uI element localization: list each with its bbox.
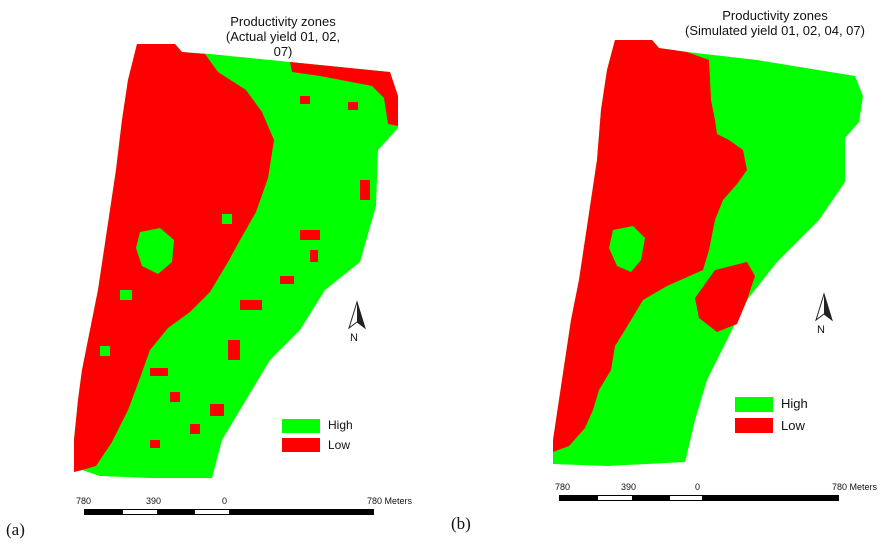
low-patch: [280, 276, 294, 284]
scale-bar: 780 390 0 780 Meters: [76, 496, 436, 520]
low-patch: [300, 96, 310, 104]
panel-label: (a): [6, 520, 25, 539]
scale-segment: [122, 509, 158, 515]
high-patch: [609, 226, 645, 272]
scale-segment: [194, 509, 230, 515]
productivity-zone-map: [553, 40, 863, 466]
scale-segment: [633, 495, 669, 501]
scale-segment: [230, 509, 374, 515]
title-line-2: (Actual yield 01, 02, 07): [225, 29, 341, 59]
scale-tick: 390: [146, 496, 162, 506]
low-patch: [348, 102, 358, 110]
field-low-zone: [553, 40, 747, 452]
north-label: N: [817, 324, 825, 336]
panel-label: (b): [451, 514, 471, 533]
scale-tick: 780 Meters: [367, 496, 413, 506]
north-arrow-icon: [348, 300, 366, 330]
map-panel-b: Productivity zones (Simulated yield 01, …: [447, 0, 887, 552]
scale-segment: [597, 495, 633, 501]
title-line-1: Productivity zones: [230, 14, 336, 29]
low-patch: [683, 64, 693, 74]
map-title: Productivity zones (Simulated yield 01, …: [665, 8, 885, 38]
title-line-2: (Simulated yield 01, 02, 04, 07): [685, 23, 865, 38]
legend-label: Low: [328, 438, 351, 452]
productivity-zone-map: [74, 44, 398, 478]
scale-segment: [84, 509, 122, 515]
low-patch: [360, 180, 370, 200]
low-patch-northeast: [290, 62, 398, 126]
north-arrow: N: [813, 292, 835, 336]
legend-swatch-low: [735, 418, 773, 433]
legend-label: High: [328, 418, 353, 432]
map-panel-a: Productivity zones (Actual yield 01, 02,…: [0, 0, 440, 552]
north-arrow: N: [346, 300, 368, 344]
scale-tick: 780: [555, 482, 571, 492]
scale-segment: [158, 509, 194, 515]
scale-tick: 780 Meters: [832, 482, 878, 492]
field-low-zone: [74, 44, 274, 472]
low-patch: [310, 250, 318, 262]
legend-swatch-high: [735, 397, 773, 412]
low-patch-east: [695, 262, 755, 332]
legend-swatch-high: [282, 419, 320, 433]
high-patch: [222, 214, 232, 224]
low-patch: [170, 392, 180, 402]
scale-tick: 0: [222, 496, 228, 506]
low-patch: [240, 300, 262, 310]
scale-segment: [559, 495, 597, 501]
title-line-1: Productivity zones: [722, 8, 828, 23]
high-patch: [100, 346, 110, 356]
low-patch: [150, 440, 160, 448]
high-patch: [120, 290, 132, 300]
high-patch: [733, 130, 743, 140]
low-patch: [190, 424, 200, 434]
legend-label: High: [781, 396, 808, 411]
north-arrow-icon: [815, 292, 833, 322]
scale-segment: [703, 495, 839, 501]
scale-tick: 390: [621, 482, 637, 492]
low-patch: [300, 230, 320, 240]
low-patch: [150, 368, 168, 376]
legend-swatch-low: [282, 438, 320, 452]
scale-bar: 780 390 0 780 Meters: [555, 482, 887, 506]
low-patch: [228, 340, 240, 360]
north-label: N: [350, 332, 358, 344]
high-patch: [136, 228, 174, 274]
map-title: Productivity zones (Actual yield 01, 02,…: [218, 14, 348, 59]
scale-tick: 0: [695, 482, 701, 492]
legend-label: Low: [781, 418, 805, 433]
scale-tick: 780: [76, 496, 92, 506]
low-patch: [210, 404, 224, 416]
scale-segment: [669, 495, 703, 501]
